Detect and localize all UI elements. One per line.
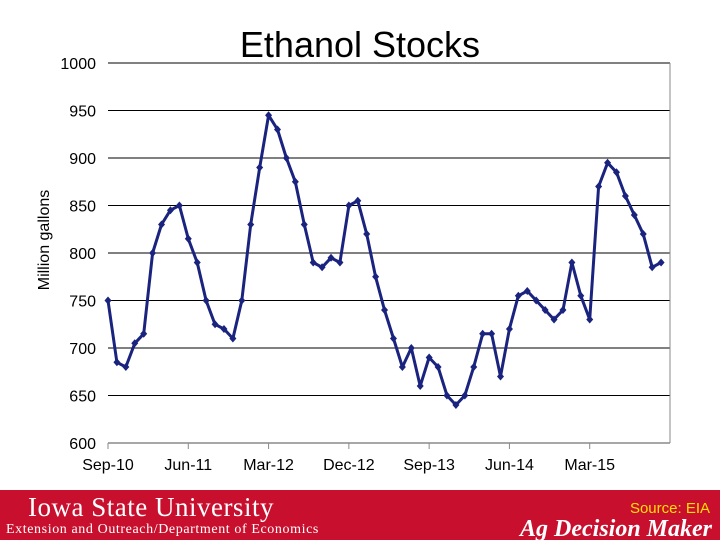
data-point: [568, 258, 576, 267]
data-point: [550, 315, 558, 324]
y-tick-label: 750: [69, 294, 96, 311]
data-point: [354, 196, 362, 205]
x-tick-label: Mar-12: [243, 457, 294, 474]
data-point: [149, 249, 157, 257]
data-point: [381, 306, 389, 314]
data-point: [265, 111, 273, 120]
y-tick-label: 950: [69, 104, 96, 121]
data-point: [300, 220, 308, 229]
data-point: [309, 258, 317, 267]
y-tick-label: 1000: [60, 56, 96, 73]
data-point: [113, 358, 121, 367]
data-point: [175, 201, 183, 210]
data-point: [648, 263, 656, 272]
data-point: [220, 325, 228, 333]
data-point: [372, 272, 380, 281]
y-tick-label: 700: [69, 341, 96, 358]
y-tick-label: 900: [69, 151, 96, 168]
line-chart: 600 650 700 750 800 850 900 950 1000 Sep-10 Jun-11…: [36, 56, 671, 474]
data-point: [291, 177, 299, 186]
department-text: Extension and Outreach/Department of Eco…: [6, 522, 319, 537]
data-point: [202, 296, 210, 305]
data-point: [612, 168, 620, 177]
data-point: [184, 234, 192, 243]
y-tick-label: 600: [69, 436, 96, 453]
data-point: [273, 125, 281, 134]
y-tick-label: 800: [69, 246, 96, 263]
data-point: [577, 291, 585, 300]
y-axis-label: Million gallons: [36, 190, 53, 291]
data-point: [514, 291, 522, 300]
data-point: [488, 329, 496, 338]
footer-bar: Iowa State University Extension and Outr…: [0, 490, 720, 542]
data-point: [407, 344, 415, 352]
data-point: [479, 329, 487, 338]
source-note: Source: EIA: [629, 500, 710, 517]
data-point: [541, 306, 549, 314]
university-logo-text: Iowa State University: [28, 492, 274, 522]
data-point: [443, 391, 451, 400]
data-point: [595, 182, 603, 191]
data-point: [256, 163, 264, 172]
data-point: [523, 287, 531, 295]
data-point: [327, 253, 335, 262]
x-tick-label: Mar-15: [564, 457, 615, 474]
series-line: [106, 113, 662, 407]
data-point: [193, 258, 201, 267]
data-point: [497, 372, 505, 381]
data-point: [389, 334, 397, 343]
x-tick-label: Jun-14: [485, 457, 534, 474]
data-point: [122, 363, 130, 371]
data-point: [166, 206, 174, 215]
data-point: [505, 325, 513, 333]
data-point: [247, 220, 255, 229]
data-point: [434, 363, 442, 371]
data-point: [104, 296, 112, 305]
data-point: [559, 306, 567, 314]
y-tick-label: 650: [69, 389, 96, 406]
data-point: [140, 329, 148, 338]
y-tick-label: 850: [69, 199, 96, 216]
data-point: [470, 363, 478, 371]
data-point: [604, 158, 612, 167]
data-point: [586, 315, 594, 324]
x-tick-label: Sep-10: [82, 457, 134, 474]
data-point: [398, 363, 406, 371]
data-point: [318, 263, 326, 272]
brand-logo-text: Ag Decision Maker: [520, 516, 712, 542]
data-point: [131, 339, 139, 348]
data-point: [461, 391, 469, 400]
data-point: [425, 353, 433, 362]
x-tick-label: Sep-13: [403, 457, 455, 474]
data-point: [158, 220, 166, 229]
data-point: [229, 334, 237, 343]
data-point: [630, 211, 638, 219]
data-point: [238, 296, 246, 305]
data-point: [211, 320, 219, 329]
data-point: [532, 296, 540, 305]
data-point: [363, 230, 371, 238]
x-tick-label: Dec-12: [323, 457, 375, 474]
data-point: [345, 201, 353, 210]
x-tick-label: Jun-11: [164, 457, 212, 474]
data-point: [416, 382, 424, 390]
chart-title: Ethanol Stocks: [239, 24, 481, 65]
data-point: [336, 258, 344, 267]
data-point: [657, 258, 665, 267]
data-point: [639, 230, 647, 238]
data-point: [621, 192, 629, 200]
data-point: [452, 401, 460, 409]
data-point: [282, 154, 290, 162]
